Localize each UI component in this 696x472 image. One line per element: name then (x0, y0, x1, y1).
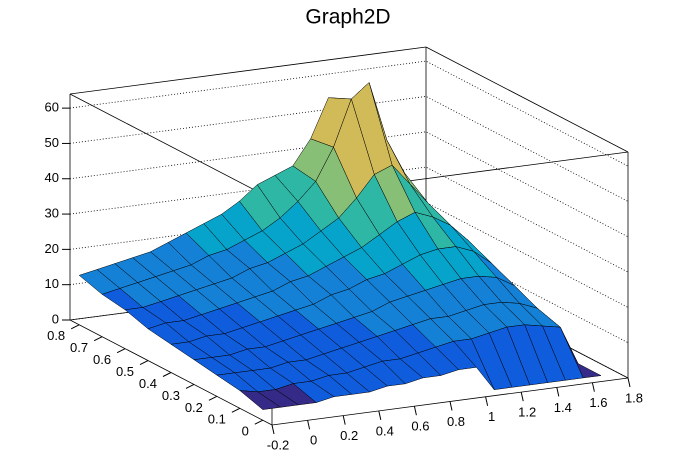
x-tick (591, 382, 595, 392)
z-tick-label: 0 (52, 311, 59, 326)
y-tick (231, 407, 241, 413)
y-tick-label: 0.2 (185, 400, 203, 415)
x-tick (556, 387, 560, 397)
x-tick-label: 0.4 (376, 423, 394, 438)
x-tick-label: 0.6 (411, 419, 429, 434)
y-tick-label: 0.7 (70, 340, 88, 355)
y-tick (208, 395, 218, 401)
x-tick (449, 401, 453, 411)
x-tick-label: 1.6 (589, 395, 607, 410)
x-tick (627, 377, 631, 388)
z-tick-label: 50 (45, 135, 59, 150)
x-tick (378, 410, 382, 421)
y-tick-label: 0 (242, 424, 249, 439)
x-tick-label: 1 (488, 409, 495, 424)
surface-cell (239, 390, 282, 410)
y-tick-label: 0.4 (139, 376, 157, 391)
y-tick (70, 324, 80, 330)
x-tick-label: 0 (310, 433, 317, 448)
x-tick (342, 415, 346, 425)
grid-line (69, 201, 629, 308)
grid-line (69, 166, 629, 273)
x-tick-label: 1.2 (518, 405, 536, 420)
grid-line (69, 60, 629, 167)
x-tick-label: -0.2 (267, 437, 289, 452)
y-tick-label: 0.1 (208, 412, 226, 427)
box-edge (69, 46, 427, 95)
y-tick-label: 0.6 (93, 352, 111, 367)
z-tick-label: 30 (45, 206, 59, 221)
z-tick-label: 60 (45, 100, 59, 115)
x-tick-label: 0.2 (340, 428, 358, 443)
x-tick (485, 396, 489, 406)
y-tick-label: 0.5 (116, 364, 134, 379)
z-tick-label: 20 (45, 241, 59, 256)
x-tick-label: 1.8 (625, 390, 643, 405)
x-tick (413, 406, 417, 416)
y-tick (185, 383, 195, 389)
y-tick (162, 372, 172, 377)
z-tick-label: 10 (45, 276, 59, 291)
y-tick (254, 419, 264, 425)
box-edge (425, 46, 629, 153)
grid-line (69, 95, 629, 202)
box-edge (69, 93, 273, 200)
y-tick (93, 336, 103, 342)
y-tick (116, 348, 126, 354)
x-tick (520, 391, 524, 402)
x-tick (271, 424, 275, 435)
grid-line (69, 131, 629, 238)
x-tick-label: 0.8 (447, 414, 465, 429)
grid-line (69, 237, 629, 344)
y-tick-label: 0.3 (162, 388, 180, 403)
x-tick (307, 420, 311, 430)
y-tick-label: 0.8 (47, 328, 65, 343)
x-tick-label: 1.4 (554, 400, 572, 415)
chart-title: Graph2D (305, 6, 390, 29)
z-tick-label: 40 (45, 170, 59, 185)
y-tick (139, 360, 149, 366)
